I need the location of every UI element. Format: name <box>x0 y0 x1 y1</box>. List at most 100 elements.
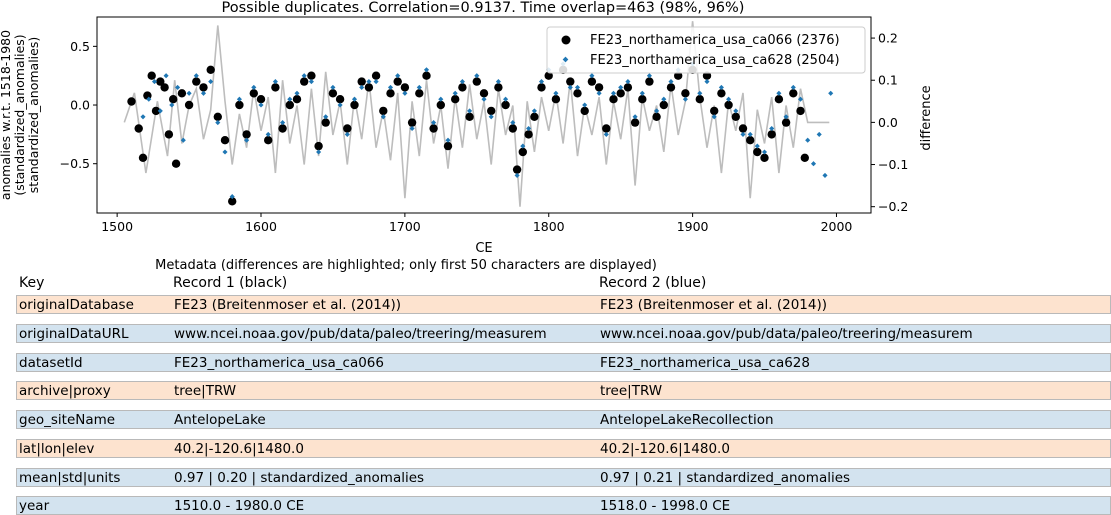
record2-point <box>574 84 581 90</box>
legend: FE23_northamerica_usa_ca066 (2376) FE23_… <box>546 26 866 74</box>
metadata-record1-value: 40.2|-120.6|1480.0 <box>174 441 304 457</box>
y-axis-label-line-3: standardized_anomalies) <box>26 37 41 193</box>
record1-point <box>479 89 489 98</box>
record1-point <box>429 124 438 133</box>
metadata-row-year: year 1510.0 - 1980.0 CE 1518.0 - 1998.0 … <box>16 496 1111 515</box>
record2-point <box>287 96 293 102</box>
record2-point <box>316 149 322 155</box>
metadata-record2-value: 0.97 | 0.21 | standardized_anomalies <box>600 470 851 486</box>
record1-point <box>659 100 668 110</box>
metadata-record1-value: www.ncei.noaa.gov/pub/data/paleo/treerin… <box>174 326 547 342</box>
record2-point <box>697 90 703 96</box>
chart-title: Possible duplicates. Correlation=0.9137.… <box>222 0 745 16</box>
record2-point <box>387 84 394 90</box>
record1-point <box>573 89 582 98</box>
x-axis-label: CE <box>475 241 492 256</box>
record1-point <box>228 197 237 206</box>
record1-point <box>379 106 388 116</box>
record2-point <box>236 96 242 102</box>
record1-point <box>350 100 359 110</box>
record1-point <box>184 100 194 110</box>
record2-point <box>646 73 652 79</box>
record1-point <box>151 106 161 116</box>
record1-point <box>501 100 510 110</box>
record1-point <box>235 100 244 110</box>
record1-point <box>199 83 208 92</box>
record2-point <box>229 194 235 200</box>
record2-point <box>639 90 645 96</box>
record1-point <box>774 95 784 104</box>
record2-point <box>431 120 437 126</box>
record2-point <box>822 172 828 178</box>
record2-point <box>301 73 307 79</box>
metadata-record2-value: www.ncei.noaa.gov/pub/data/paleo/treerin… <box>600 326 973 342</box>
record2-point <box>596 90 602 96</box>
x-tick-label: 1700 <box>389 219 421 234</box>
metadata-key: archive|proxy <box>19 383 111 399</box>
metadata-key: datasetId <box>19 355 83 371</box>
record2-point <box>474 73 480 79</box>
record1-point <box>328 89 338 98</box>
record1-point <box>271 83 280 92</box>
record1-point <box>731 112 740 122</box>
record2-point <box>215 120 221 126</box>
record1-point <box>674 71 683 80</box>
metadata-row-mean-std-units: mean|std|units 0.97 | 0.20 | standardize… <box>16 468 1111 487</box>
metadata-record2-value: tree|TRW <box>600 383 663 399</box>
record2-point <box>323 114 329 120</box>
y2-axis-label: difference <box>919 85 934 150</box>
record2-point <box>810 161 817 167</box>
record2-point <box>395 73 401 79</box>
metadata-row-archive-proxy: archive|proxy tree|TRW tree|TRW <box>16 381 1111 400</box>
record1-point <box>753 147 762 157</box>
record1-point <box>789 89 798 98</box>
record2-point <box>828 90 834 96</box>
y2-tick-label: −0.1 <box>878 157 908 172</box>
record1-point <box>213 112 222 122</box>
metadata-record1-value: 1510.0 - 1980.0 CE <box>174 498 305 514</box>
record2-point <box>423 67 430 73</box>
record1-point <box>169 95 178 104</box>
record2-point <box>186 90 192 96</box>
x-axis: 1500 1600 1700 1800 1900 2000 <box>101 213 852 234</box>
record2-point <box>632 114 638 120</box>
record1-point <box>256 95 266 104</box>
record2-point <box>625 79 631 85</box>
record2-point <box>208 79 214 85</box>
record1-point <box>321 118 330 127</box>
legend-box <box>546 26 866 74</box>
record2-point <box>481 96 487 102</box>
metadata-key: year <box>19 498 50 514</box>
record2-point <box>661 96 667 102</box>
record2-point <box>222 149 228 155</box>
duplicate-comparison-chart: Possible duplicates. Correlation=0.9137.… <box>0 0 934 256</box>
plot-frame <box>96 16 872 214</box>
record1-point <box>800 153 809 162</box>
record2-point <box>359 84 365 90</box>
record1-point <box>645 77 654 86</box>
legend-marker-record2 <box>562 56 569 63</box>
y-axis: −0.5 0.0 0.5 <box>60 39 97 171</box>
metadata-record2-value: FE23_northamerica_usa_ca628 <box>600 355 810 371</box>
record1-point <box>796 106 805 116</box>
metadata-row-geo-siteName: geo_siteName AntelopeLake AntelopeLakeRe… <box>16 410 1111 429</box>
record2-point <box>265 131 271 137</box>
y2-tick-label: −0.2 <box>878 199 908 214</box>
y-axis-label-line-2: (standardized_anomalies) <box>12 34 27 195</box>
metadata-key: originalDatabase <box>19 297 134 313</box>
record1-point <box>702 71 712 80</box>
record1-point <box>436 100 445 110</box>
metadata-record2-value: AntelopeLakeRecollection <box>600 412 774 428</box>
record1-point <box>292 95 302 104</box>
record2-point <box>416 84 422 90</box>
record2-point <box>366 79 372 85</box>
record2-point <box>251 84 257 90</box>
record2-point <box>747 131 753 137</box>
record2-point <box>140 114 146 120</box>
record1-point <box>156 77 165 86</box>
metadata-record1-value: FE23_northamerica_usa_ca066 <box>174 355 384 371</box>
record2-point <box>718 84 724 90</box>
record1-point <box>710 106 719 116</box>
metadata-record2-value: 1518.0 - 1998.0 CE <box>600 498 731 514</box>
record2-point <box>740 131 746 137</box>
